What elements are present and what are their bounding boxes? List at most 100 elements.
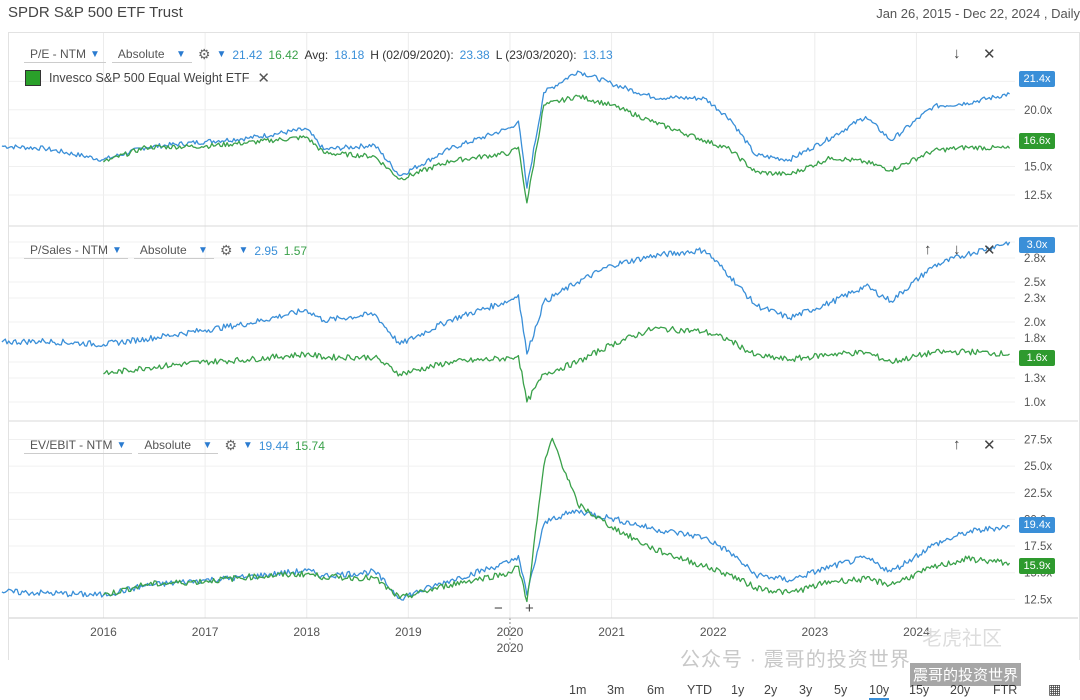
y-tick-label: 12.5x xyxy=(1024,190,1052,202)
y-tick-label: 27.5x xyxy=(1024,434,1052,446)
series-line-spdr xyxy=(1,70,1010,189)
y-tick-label: 2.3x xyxy=(1024,293,1046,305)
arrow-up-icon[interactable]: ↑ xyxy=(953,436,961,453)
zoom-in-button[interactable]: + xyxy=(525,600,534,617)
timeframe-2y[interactable]: 2y xyxy=(764,683,778,697)
panel-ps-controls: P/Sales - NTM ▼ Absolute ▼ ⚙ ▼ 2.95 1.57 xyxy=(24,242,307,259)
timeframe-1y[interactable]: 1y xyxy=(731,683,745,697)
series-line-equal-weight xyxy=(103,325,1010,403)
y-tick-label: 20.0x xyxy=(1024,105,1052,117)
metric-label: EV/EBIT - NTM xyxy=(30,438,113,452)
badge-evebit-series-b: 15.9x xyxy=(1019,558,1055,574)
low-label: L (23/03/2020): xyxy=(495,47,577,62)
gear-icon[interactable]: ⚙ xyxy=(219,242,233,258)
low-value: 13.13 xyxy=(582,47,613,62)
series-line-spdr xyxy=(1,509,1010,601)
watermark-community: 老虎社区 xyxy=(922,628,1002,650)
chevron-down-icon: ▼ xyxy=(176,48,186,60)
value-series-a: 2.95 xyxy=(254,243,278,258)
metric-label: P/E - NTM xyxy=(30,47,86,61)
avg-value: 18.18 xyxy=(334,47,365,62)
mode-label: Absolute xyxy=(139,243,187,257)
value-series-a: 21.42 xyxy=(232,47,263,62)
panel-evebit-controls: EV/EBIT - NTM ▼ Absolute ▼ ⚙ ▼ 19.44 15.74 xyxy=(24,437,325,454)
arrow-up-icon[interactable]: ↑ xyxy=(924,241,932,258)
badge-pe-series-a: 21.4x xyxy=(1019,71,1055,87)
page-title: SPDR S&P 500 ETF Trust xyxy=(8,4,183,21)
x-tick-label: 2019 xyxy=(395,625,422,639)
value-series-b: 16.42 xyxy=(268,47,299,62)
x-tick-label: 2022 xyxy=(700,625,727,639)
legend-swatch xyxy=(25,70,41,86)
metric-dropdown-pe[interactable]: P/E - NTM ▼ xyxy=(24,46,106,63)
chevron-down-icon: ▼ xyxy=(202,439,213,451)
high-label: H (02/09/2020): xyxy=(370,47,454,62)
chevron-down-icon: ▼ xyxy=(116,439,127,451)
panel-pe-controls: P/E - NTM ▼ Absolute ▼ ⚙ ▼ 21.42 16.42 Avg:… xyxy=(24,46,613,63)
close-icon[interactable]: ✕ xyxy=(983,46,996,63)
mode-label: Absolute xyxy=(117,47,165,61)
y-tick-label: 15.0x xyxy=(1024,162,1052,174)
series-line-spdr xyxy=(1,241,1011,355)
date-range[interactable]: Jan 26, 2015 - Dec 22, 2024 , Daily xyxy=(876,6,1080,21)
x-tick-highlight-label: 2020 xyxy=(497,641,524,655)
timeframe-5y[interactable]: 5y xyxy=(834,683,848,697)
metric-label: P/Sales - NTM xyxy=(30,243,109,257)
gear-icon[interactable]: ⚙ xyxy=(224,437,237,453)
badge-ps-series-a: 3.0x xyxy=(1019,237,1055,253)
mode-dropdown-ps[interactable]: Absolute ▼ xyxy=(133,242,214,259)
calendar-icon[interactable]: ▦ xyxy=(1048,681,1062,697)
timeframe-3y[interactable]: 3y xyxy=(799,683,813,697)
x-tick-label: 2024 xyxy=(903,625,930,639)
remove-comparison-icon[interactable]: ✕ xyxy=(257,70,270,87)
chevron-down-icon[interactable]: ▼ xyxy=(216,49,227,60)
chevron-down-icon[interactable]: ▼ xyxy=(238,245,249,256)
mode-dropdown-pe[interactable]: Absolute ▼ xyxy=(111,46,192,63)
y-tick-label: 2.5x xyxy=(1024,277,1046,289)
timeframe-15y[interactable]: 15y xyxy=(909,683,930,697)
value-series-b: 1.57 xyxy=(283,243,308,258)
y-tick-label: 1.3x xyxy=(1024,373,1046,385)
timeframe-6m[interactable]: 6m xyxy=(647,683,665,697)
badge-pe-series-b: 16.6x xyxy=(1019,133,1055,149)
timeframe-3m[interactable]: 3m xyxy=(607,683,625,697)
x-tick-label: 2017 xyxy=(192,625,219,639)
timeframe-ftr[interactable]: FTR xyxy=(993,683,1018,697)
close-icon[interactable]: ✕ xyxy=(983,242,996,259)
y-tick-label: 2.8x xyxy=(1024,253,1046,265)
value-series-a: 19.44 xyxy=(258,438,289,453)
badge-evebit-series-a: 19.4x xyxy=(1019,517,1055,533)
avg-label: Avg: xyxy=(304,47,329,62)
arrow-down-icon[interactable]: ↓ xyxy=(953,241,961,258)
timeframe-20y[interactable]: 20y xyxy=(950,683,971,697)
y-tick-label: 22.5x xyxy=(1024,488,1052,500)
y-tick-label: 1.8x xyxy=(1024,333,1046,345)
y-tick-label: 17.5x xyxy=(1024,541,1052,553)
chevron-down-icon[interactable]: ▼ xyxy=(242,440,253,451)
chevron-down-icon: ▼ xyxy=(198,244,208,256)
badge-ps-series-b: 1.6x xyxy=(1019,350,1055,366)
arrow-down-icon[interactable]: ↓ xyxy=(953,45,961,62)
chevron-down-icon: ▼ xyxy=(90,48,100,60)
zoom-out-button[interactable]: − xyxy=(494,600,503,617)
comparison-legend: Invesco S&P 500 Equal Weight ETF ✕ xyxy=(25,69,270,87)
value-series-b: 15.74 xyxy=(294,438,325,453)
metric-dropdown-evebit[interactable]: EV/EBIT - NTM ▼ xyxy=(24,437,133,454)
series-line-equal-weight xyxy=(103,437,1011,603)
timeframe-ytd[interactable]: YTD xyxy=(687,683,712,697)
series-line-equal-weight xyxy=(103,94,1011,204)
chevron-down-icon: ▼ xyxy=(112,244,122,256)
mode-dropdown-evebit[interactable]: Absolute ▼ xyxy=(138,437,219,454)
legend-label: Invesco S&P 500 Equal Weight ETF xyxy=(49,71,250,85)
timeframe-1m[interactable]: 1m xyxy=(569,683,587,697)
metric-dropdown-ps[interactable]: P/Sales - NTM ▼ xyxy=(24,242,128,259)
gear-icon[interactable]: ⚙ xyxy=(197,46,211,62)
timeframe-10y[interactable]: 10y xyxy=(869,683,890,700)
x-tick-label: 2018 xyxy=(293,625,320,639)
close-icon[interactable]: ✕ xyxy=(983,437,996,454)
y-tick-label: 1.0x xyxy=(1024,397,1046,409)
mode-label: Absolute xyxy=(144,438,192,452)
y-tick-label: 12.5x xyxy=(1024,594,1052,606)
watermark-wechat: 公众号 · 震哥的投资世界 xyxy=(680,649,911,671)
